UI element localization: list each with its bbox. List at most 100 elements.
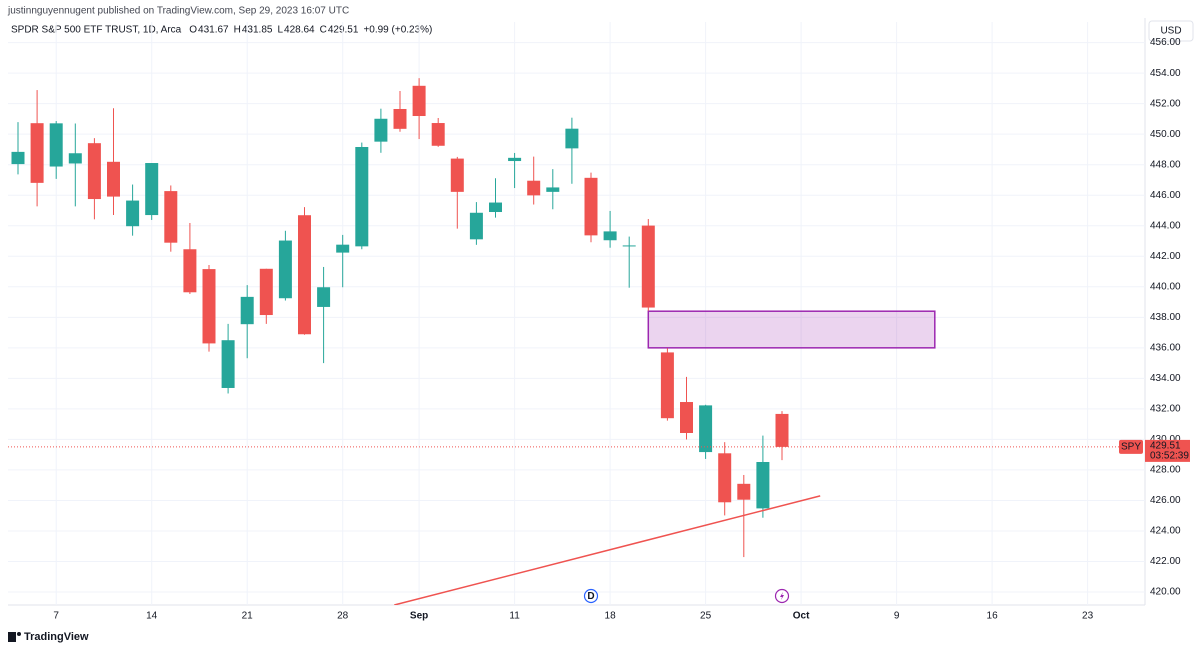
ohlc-value: 428.64 (284, 25, 315, 36)
candle-body (30, 123, 44, 183)
x-tick-label: 21 (242, 611, 254, 622)
candle-body (565, 128, 579, 149)
candle-body (87, 143, 101, 200)
candle-body (737, 483, 751, 500)
ohlc-value: 431.67 (198, 25, 229, 36)
candle-body (259, 268, 273, 316)
candle-body (508, 157, 522, 162)
ohlc-value: 429.51 (328, 25, 359, 36)
y-tick-label: 426.00 (1150, 495, 1181, 506)
candle-body (278, 240, 292, 299)
candle-body (489, 202, 502, 213)
candle-body (622, 245, 636, 247)
y-tick-label: 432.00 (1150, 404, 1181, 415)
candle-body (450, 158, 464, 192)
candle-body (183, 249, 197, 293)
candle-body (699, 405, 713, 453)
y-tick-label: 438.00 (1150, 312, 1181, 323)
candle-body (107, 161, 120, 197)
x-tick-label: 16 (987, 611, 999, 622)
y-tick-label: 442.00 (1150, 251, 1181, 262)
candle-body (355, 146, 369, 247)
y-tick-label: 446.00 (1150, 190, 1181, 201)
ohlc-label: H (234, 25, 241, 36)
candle-body (336, 244, 350, 253)
candle-body (546, 187, 560, 192)
y-tick-label: 428.00 (1150, 465, 1181, 476)
y-tick-label: 450.00 (1150, 129, 1181, 140)
candle-body (603, 231, 617, 241)
last-price: 429.51 (1150, 441, 1181, 452)
ohlc-label: O (189, 25, 197, 36)
x-tick-label: Oct (793, 611, 810, 622)
zone (647, 310, 936, 349)
candle-body (68, 153, 82, 164)
author-line: justinnguyennugent published on TradingV… (7, 6, 349, 17)
trendline (394, 495, 821, 605)
candle-body (298, 215, 311, 335)
ticker: SPY (1121, 442, 1141, 453)
symbol-line: SPDR S&P 500 ETF TRUST, 1D, Arca O 431.67… (11, 25, 432, 36)
footer-brand: TradingView (24, 631, 89, 643)
y-tick-label: 448.00 (1150, 159, 1181, 170)
candle-body (469, 212, 483, 240)
x-tick-label: Sep (410, 611, 428, 622)
candle-body (756, 461, 770, 509)
candle-body (680, 402, 693, 433)
x-tick-label: 9 (894, 611, 900, 622)
y-tick-label: 452.00 (1150, 98, 1181, 109)
y-tick-label: 454.00 (1150, 68, 1181, 79)
y-tick-label: 434.00 (1150, 373, 1181, 384)
candle-body (374, 118, 388, 142)
candle-body (49, 123, 63, 167)
candle-body (584, 177, 598, 236)
ohlc-label: C (320, 25, 327, 36)
y-tick-label: 456.00 (1150, 37, 1181, 48)
ohlc-label: L (277, 25, 283, 36)
x-tick-label: 23 (1082, 611, 1094, 622)
candle-body (527, 180, 541, 196)
ticker-tag (1119, 439, 1143, 454)
candle-body (393, 108, 407, 129)
event-icon (780, 592, 784, 600)
x-tick-label: 25 (700, 611, 712, 622)
event-label: D (587, 591, 594, 602)
x-tick-label: 11 (509, 611, 520, 622)
x-tick-label: 18 (605, 611, 617, 622)
y-tick-label: 444.00 (1150, 220, 1181, 231)
change: +0.99 (+0.23%) (363, 25, 432, 36)
logo: TradingView (8, 631, 89, 643)
x-tick-label: 14 (146, 611, 158, 622)
candle-body (660, 352, 674, 419)
y-tick-label: 420.00 (1150, 587, 1181, 598)
candle-body (317, 287, 331, 307)
y-tick-label: 422.00 (1150, 556, 1181, 567)
symbol: SPDR S&P 500 ETF TRUST, 1D, Arca (11, 25, 182, 36)
candle-body (431, 123, 445, 146)
x-tick-label: 28 (337, 611, 349, 622)
y-tick-label: 430.00 (1150, 434, 1181, 445)
y-tick-label: 424.00 (1150, 526, 1181, 537)
price-tag (1145, 439, 1190, 462)
candle-body (221, 340, 235, 388)
candle-body (775, 413, 789, 447)
candle-body (641, 225, 655, 308)
candle-body (164, 191, 178, 243)
candle-body (718, 453, 732, 503)
candle-body (202, 269, 216, 344)
candle-body (126, 200, 140, 227)
event-marker (583, 588, 599, 604)
candle-body (412, 85, 426, 117)
candle-body (240, 296, 254, 325)
candle-body (145, 163, 159, 216)
y-tick-label: 440.00 (1150, 281, 1181, 292)
candle-body (11, 151, 25, 165)
y-tick-label: 436.00 (1150, 342, 1181, 353)
countdown: 03:52:39 (1150, 451, 1189, 462)
plot (8, 22, 1145, 605)
currency-box[interactable] (1148, 20, 1194, 42)
currency: USD (1160, 26, 1181, 37)
ohlc-value: 431.85 (242, 25, 273, 36)
